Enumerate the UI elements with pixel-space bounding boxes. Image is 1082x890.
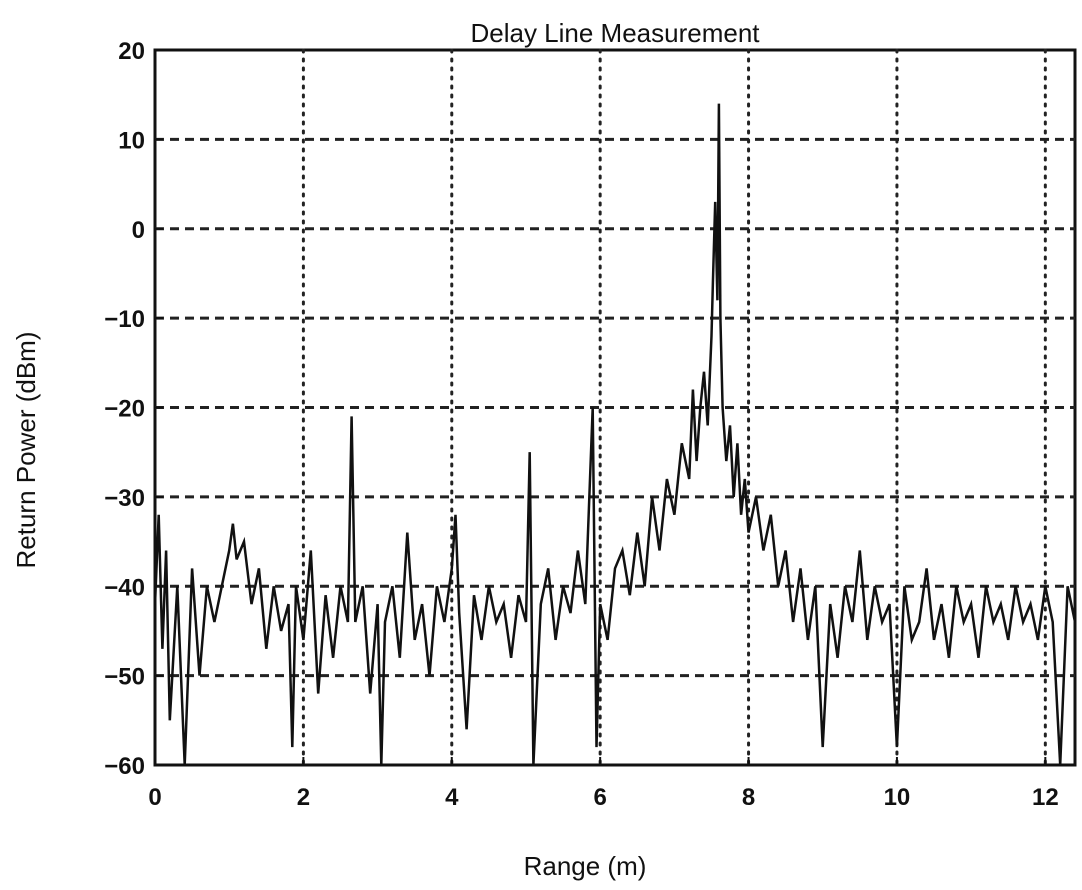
x-axis-label: Range (m) xyxy=(524,851,647,881)
y-tick-label-2: 0 xyxy=(132,217,145,244)
x-tick-label-5: 10 xyxy=(884,784,911,811)
y-tick-label-4: −20 xyxy=(104,396,145,423)
x-tick-label-6: 12 xyxy=(1032,784,1059,811)
y-tick-label-3: −10 xyxy=(104,306,145,333)
y-axis-label: Return Power (dBm) xyxy=(11,332,41,569)
tick-group: 0 2 4 6 8 10 12 20 10 0 −10 −20 −30 −40 −50 −60 xyxy=(104,38,1058,811)
series-group xyxy=(153,103,1077,766)
y-tick-label-5: −30 xyxy=(104,485,145,512)
y-tick-label-6: −40 xyxy=(104,574,145,601)
y-tick-label-8: −60 xyxy=(104,753,145,780)
x-tick-label-0: 0 xyxy=(148,784,161,811)
y-tick-label-7: −50 xyxy=(104,664,145,691)
y-tick-label-1: 10 xyxy=(118,127,145,154)
series-line-0 xyxy=(153,103,1077,766)
chart-title: Delay Line Measurement xyxy=(470,18,760,48)
x-tick-label-4: 8 xyxy=(742,784,755,811)
x-tick-label-2: 4 xyxy=(445,784,459,811)
x-tick-label-1: 2 xyxy=(297,784,310,811)
x-tick-label-3: 6 xyxy=(593,784,606,811)
y-tick-label-0: 20 xyxy=(118,38,145,65)
grid-group xyxy=(155,48,1075,767)
